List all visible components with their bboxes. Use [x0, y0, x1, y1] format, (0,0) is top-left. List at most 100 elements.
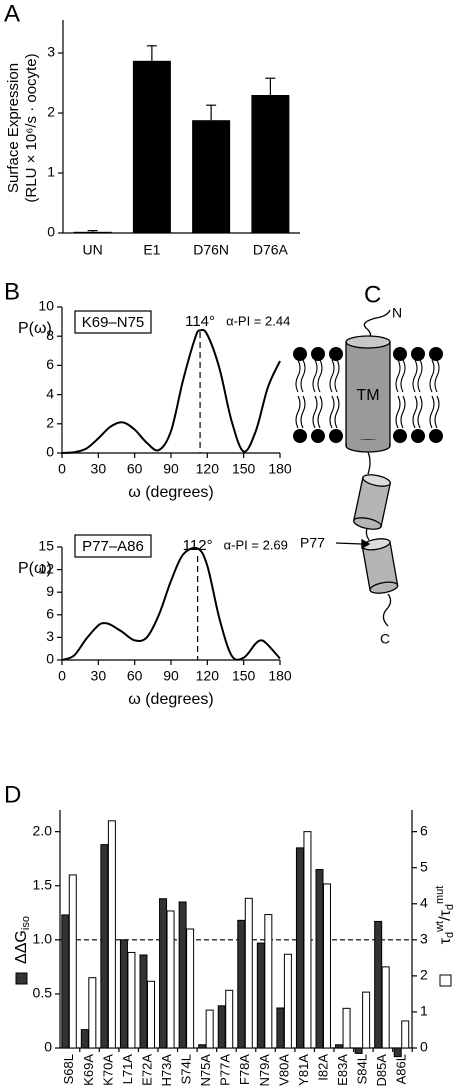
- bar: [88, 977, 97, 1049]
- x-tick-label: H73A: [159, 1054, 174, 1087]
- x-tick-label: 150: [232, 461, 256, 477]
- y-axis-label: ΔΔGiso: [13, 916, 32, 964]
- y2-tick-label: 6: [420, 822, 428, 838]
- x-tick-label: 180: [268, 668, 292, 684]
- x-tick-label: Y81A: [296, 1054, 311, 1086]
- bar: [159, 898, 168, 1049]
- y-axis-label: P(ω): [18, 320, 52, 337]
- bar: [315, 869, 324, 1049]
- x-tick-label: N75A: [198, 1054, 213, 1087]
- tm-helix: [345, 335, 391, 453]
- bar: [283, 953, 292, 1049]
- y2-tick-label: 2: [420, 967, 428, 983]
- helix-2: [361, 538, 399, 594]
- x-tick-label: E72A: [139, 1054, 154, 1086]
- label-part: ΔΔG: [13, 930, 30, 964]
- x-tick-label: 30: [91, 668, 107, 684]
- bar: [401, 1020, 410, 1049]
- bar: [256, 942, 265, 1049]
- y2-tick-label: 4: [420, 894, 428, 910]
- y-tick-label: 6: [46, 356, 54, 372]
- x-tick-label: D85A: [374, 1054, 389, 1087]
- label-part: d: [444, 932, 456, 938]
- bar: [354, 1047, 363, 1054]
- y-tick-label: 10: [38, 298, 54, 314]
- y2-tick-label: 5: [420, 858, 428, 874]
- n-label: N: [392, 305, 402, 321]
- bar: [80, 1029, 89, 1049]
- y-axis-label: P(ω): [18, 560, 52, 577]
- y-tick-label: 3: [47, 44, 55, 60]
- y-tick-label: 0: [47, 224, 55, 240]
- bar: [205, 1009, 214, 1049]
- bar: [61, 914, 70, 1049]
- x-tick-label: P77A: [218, 1054, 233, 1086]
- x-tick-label: E83A: [335, 1054, 350, 1086]
- bar: [147, 980, 155, 1049]
- legend-swatch: [439, 974, 452, 987]
- x-tick-label: 120: [196, 668, 220, 684]
- x-tick-label: 0: [58, 668, 66, 684]
- bar: [225, 989, 234, 1049]
- y-tick-label: 12: [38, 560, 54, 576]
- x-tick-label: 150: [232, 668, 256, 684]
- x-tick-label: S84L: [355, 1054, 370, 1084]
- bar: [335, 1044, 344, 1049]
- bar: [381, 966, 390, 1049]
- diagram: C N TM: [293, 281, 443, 647]
- x-tick-label: 0: [58, 461, 66, 477]
- bar: [323, 883, 331, 1049]
- bar: [217, 1005, 226, 1049]
- lipid-heads: [293, 347, 443, 443]
- bar: [264, 914, 273, 1049]
- x-tick-label: K70A: [100, 1054, 115, 1086]
- p77-label: P77: [300, 535, 325, 551]
- bar: [393, 1047, 402, 1058]
- bar: [276, 1007, 285, 1049]
- annotation-box: [74, 310, 152, 334]
- bar: [362, 991, 371, 1049]
- y-tick-label: 15: [38, 538, 54, 554]
- y2-tick-label: 0: [420, 1039, 428, 1055]
- bar: [192, 120, 231, 233]
- c-terminus: [382, 593, 392, 627]
- x-axis-label: ω (degrees): [128, 484, 213, 501]
- y-axis-label: (RLU × 10⁶/s · oocyte): [23, 53, 40, 202]
- x-tick-label: 180: [268, 461, 292, 477]
- panel-letter: B: [4, 278, 20, 305]
- y-tick-label: 8: [46, 327, 54, 343]
- x-tick-label: D76N: [193, 242, 229, 258]
- y-tick-label: 4: [46, 385, 54, 401]
- annotation: 114°: [185, 313, 215, 330]
- y-tick-label: 0: [46, 444, 54, 460]
- y-tick-label: 0.5: [33, 985, 53, 1001]
- label-part: d: [444, 904, 456, 910]
- x-tick-label: 120: [196, 461, 220, 477]
- bar: [166, 910, 175, 1049]
- x-axis-label: ω (degrees): [128, 691, 213, 708]
- x-tick-label: UN: [83, 242, 103, 258]
- bar: [186, 928, 195, 1049]
- bar: [237, 919, 246, 1049]
- bar: [119, 939, 128, 1049]
- bar: [73, 231, 112, 233]
- bar: [127, 951, 136, 1049]
- y-tick-label: 0: [44, 1039, 52, 1055]
- label-part: mut: [434, 886, 446, 904]
- helix-1: [352, 474, 392, 530]
- panel-letter: D: [4, 781, 21, 808]
- bar: [374, 920, 383, 1049]
- y2-axis-label: τdwt/τdmut: [434, 886, 456, 945]
- y-tick-label: 1.5: [33, 876, 53, 892]
- x-tick-label: S68L: [61, 1054, 76, 1084]
- curve: [61, 328, 281, 454]
- annotation: P77–A86: [82, 538, 144, 555]
- tm-label: TM: [356, 387, 379, 404]
- x-tick-label: D76A: [253, 242, 289, 258]
- x-tick-label: 90: [163, 461, 179, 477]
- bar: [107, 820, 116, 1049]
- bar: [178, 901, 187, 1049]
- panel-letter: A: [4, 0, 20, 27]
- n-terminus: [363, 309, 391, 343]
